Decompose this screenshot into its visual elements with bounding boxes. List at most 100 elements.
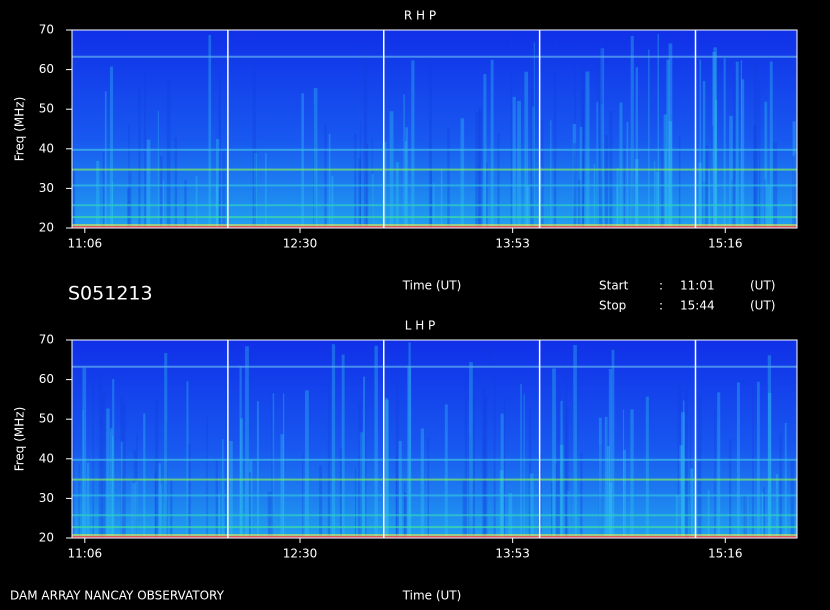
texture-streak (440, 169, 443, 228)
texture-streak (72, 415, 74, 538)
texture-streak (174, 137, 178, 228)
x-tick-label: 13:53 (495, 237, 530, 251)
texture-band (72, 204, 797, 207)
texture-streak (600, 49, 602, 229)
texture-streak (101, 392, 106, 538)
texture-streak (483, 395, 488, 538)
texture-streak (764, 179, 766, 228)
texture-streak (313, 87, 318, 228)
texture-streak (136, 433, 138, 538)
texture-streak (462, 478, 466, 538)
texture-streak (630, 409, 634, 538)
footer: DAM ARRAY NANCAY OBSERVATORY (10, 589, 225, 603)
texture-streak (520, 384, 522, 538)
texture-streak (733, 44, 736, 228)
texture-streak (362, 376, 366, 538)
texture-streak (109, 428, 113, 538)
texture-streak (606, 446, 610, 538)
texture-band (72, 55, 797, 58)
texture-streak (579, 126, 583, 228)
texture-streak (131, 482, 133, 538)
texture-streak (668, 43, 673, 229)
texture-streak (702, 80, 706, 228)
texture-streak (222, 439, 224, 538)
texture-streak (598, 417, 602, 538)
texture-streak (790, 458, 795, 538)
texture-band (72, 226, 797, 229)
texture-streak (331, 175, 334, 228)
texture-streak (499, 470, 504, 538)
texture-streak (500, 413, 504, 538)
texture-streak (512, 96, 516, 228)
y-tick-label: 70 (39, 23, 54, 37)
texture-band (72, 536, 797, 539)
texture-streak (184, 179, 187, 228)
texture-streak (239, 418, 244, 538)
texture-streak (239, 365, 242, 538)
texture-streak (301, 93, 305, 228)
texture-streak (683, 400, 685, 538)
texture-streak (428, 51, 433, 229)
texture-streak (604, 135, 608, 228)
texture-streak (229, 440, 233, 538)
texture-streak (600, 48, 605, 228)
y-tick-label: 60 (39, 372, 54, 386)
texture-streak (712, 51, 717, 229)
texture-streak (319, 465, 323, 538)
texture-streak (769, 61, 773, 228)
texture-streak (708, 170, 711, 228)
texture-streak (608, 368, 612, 538)
texture-streak (133, 449, 137, 538)
texture-streak (328, 133, 331, 228)
plot-frame (71, 339, 798, 539)
y-tick-label: 50 (39, 412, 54, 426)
texture-streak (685, 390, 688, 538)
texture-streak (248, 472, 252, 538)
y-tick-label: 40 (39, 451, 54, 465)
texture-streak (581, 66, 584, 229)
texture-streak (104, 91, 107, 228)
texture-streak (715, 99, 718, 228)
texture-band (72, 534, 797, 538)
texture-streak (493, 347, 496, 538)
texture-streak (411, 60, 415, 228)
texture-streak (680, 412, 685, 538)
texture-band (72, 478, 797, 481)
texture-streak (550, 120, 552, 228)
texture-streak (574, 46, 576, 229)
texture-streak (478, 107, 481, 228)
texture-streak (741, 79, 745, 228)
texture-streak (253, 153, 257, 228)
texture-streak (464, 368, 468, 538)
texture-streak (552, 368, 556, 538)
texture-band (72, 184, 797, 187)
texture-streak (134, 481, 138, 538)
texture-band (72, 514, 797, 517)
texture-streak (661, 150, 666, 228)
texture-streak (564, 406, 569, 538)
texture-streak (195, 176, 198, 228)
separator: : (659, 279, 663, 293)
texture-streak (699, 59, 702, 229)
texture-streak (486, 162, 488, 228)
texture-streak (559, 444, 564, 538)
texture-streak (677, 386, 682, 538)
texture-streak (313, 104, 316, 228)
texture-streak (282, 393, 285, 538)
texture-streak (371, 173, 374, 228)
y-axis-label: Freq (MHz) (13, 97, 27, 162)
texture-streak (359, 432, 364, 538)
texture-streak (154, 471, 157, 538)
texture-streak (744, 496, 749, 538)
texture-streak (764, 101, 768, 228)
texture-streak (648, 49, 650, 229)
texture-streak (407, 366, 412, 538)
panel-title: R H P (404, 9, 436, 23)
texture-streak (130, 171, 132, 228)
texture-streak (551, 482, 553, 538)
texture-streak (713, 47, 717, 228)
texture-streak (792, 121, 796, 228)
texture-streak (616, 168, 619, 228)
